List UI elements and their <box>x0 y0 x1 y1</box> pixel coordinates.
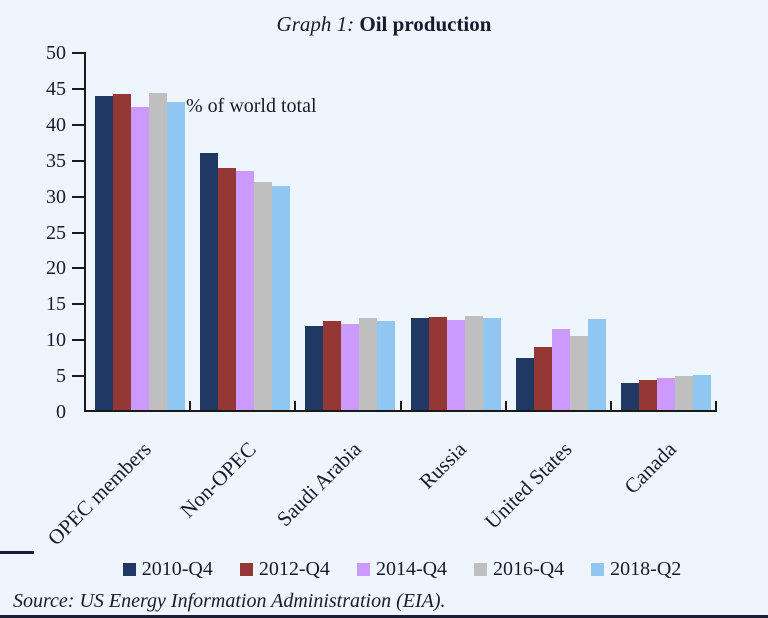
category-label-russia: Russia <box>414 437 472 494</box>
bar-russia-2010-q4 <box>410 318 429 410</box>
chart-title-main: Oil production <box>359 12 492 36</box>
y-tick-10 <box>72 339 84 342</box>
y-tick-40 <box>72 123 84 126</box>
bar-united-states-2014-q4 <box>551 328 570 410</box>
bar-russia-2016-q4 <box>464 315 483 410</box>
legend-label-2010-q4: 2010-Q4 <box>141 558 213 580</box>
bar-united-states-2010-q4 <box>515 358 534 410</box>
plot-area: % of world total <box>72 52 717 412</box>
y-tick-30 <box>72 195 84 198</box>
bar-saudi-arabia-2018-q2 <box>377 320 396 410</box>
y-tick-35 <box>72 159 84 162</box>
y-tick-label-40: 40 <box>46 113 66 136</box>
legend-swatch-2012-q4 <box>239 562 253 576</box>
legend-item-2018-q2: 2018-Q2 <box>591 557 681 581</box>
category-label-canada: Canada <box>619 437 682 499</box>
x-axis-separator-tick <box>294 401 297 410</box>
legend-label-2014-q4: 2014-Q4 <box>375 558 448 580</box>
x-axis-line <box>84 410 717 412</box>
bar-canada-2010-q4 <box>620 383 639 410</box>
bottom-rule <box>0 615 768 618</box>
y-axis-line <box>84 52 86 412</box>
y-tick-label-35: 35 <box>46 149 66 172</box>
y-tick-label-15: 15 <box>46 293 66 316</box>
bar-saudi-arabia-2010-q4 <box>305 326 324 410</box>
y-tick-45 <box>72 87 84 90</box>
bar-non-opec-2014-q4 <box>236 170 255 410</box>
bar-opec-members-2014-q4 <box>131 107 149 410</box>
legend-swatch-2010-q4 <box>122 562 136 576</box>
legend-item-2012-q4: 2012-Q4 <box>239 557 330 581</box>
y-tick-15 <box>72 303 84 306</box>
y-tick-label-20: 20 <box>46 257 66 280</box>
y-tick-label-50: 50 <box>46 42 66 64</box>
x-axis-separator-tick <box>504 401 507 410</box>
legend-swatch-2016-q4 <box>474 562 488 576</box>
x-axis-separator-tick <box>399 401 402 410</box>
category-label-united-states: United States <box>479 437 577 534</box>
y-tick-50 <box>72 52 84 54</box>
legend-label-2016-q4: 2016-Q4 <box>493 558 565 580</box>
source-note: Source: US Energy Information Administra… <box>13 590 446 612</box>
bar-russia-2018-q2 <box>482 318 501 410</box>
legend: 2010-Q4 2012-Q4 2014-Q4 2016-Q4 2018-Q2 <box>82 557 722 581</box>
bar-canada-2012-q4 <box>638 379 657 410</box>
bar-united-states-2016-q4 <box>569 336 588 410</box>
bar-opec-members-2018-q2 <box>167 101 185 410</box>
bar-non-opec-2018-q2 <box>272 185 291 410</box>
bar-opec-members-2012-q4 <box>113 94 131 410</box>
y-tick-20 <box>72 267 84 270</box>
chart-title-prefix: Graph 1: <box>276 12 355 36</box>
y-tick-label-10: 10 <box>46 329 66 352</box>
bar-canada-2018-q2 <box>692 374 711 410</box>
bar-russia-2014-q4 <box>446 319 465 410</box>
x-axis-separator-tick <box>715 401 717 410</box>
category-label-opec-members: OPEC members <box>42 437 156 551</box>
bar-united-states-2012-q4 <box>533 346 552 410</box>
y-tick-label-45: 45 <box>46 77 66 100</box>
legend-label-2012-q4: 2012-Q4 <box>258 558 330 580</box>
legend-item-2016-q4: 2016-Q4 <box>474 557 564 581</box>
category-label-saudi-arabia: Saudi Arabia <box>271 437 366 532</box>
bar-saudi-arabia-2014-q4 <box>341 323 360 410</box>
y-tick-25 <box>72 231 84 234</box>
y-tick-label-5: 5 <box>56 365 66 388</box>
bar-russia-2012-q4 <box>428 316 447 410</box>
left-edge-rule-segment <box>0 551 34 554</box>
legend-swatch-2018-q2 <box>591 562 605 576</box>
bar-saudi-arabia-2012-q4 <box>323 320 342 410</box>
bar-non-opec-2012-q4 <box>218 168 237 410</box>
bar-non-opec-2010-q4 <box>200 152 219 410</box>
legend-label-2018-q2: 2018-Q2 <box>610 558 682 580</box>
bar-opec-members-2010-q4 <box>95 95 113 410</box>
legend-item-2010-q4: 2010-Q4 <box>122 557 213 581</box>
y-tick-5 <box>72 375 84 378</box>
chart-title: Graph 1: Oil production <box>0 11 768 37</box>
bar-united-states-2018-q2 <box>587 318 606 410</box>
x-axis-separator-tick <box>189 401 192 410</box>
x-axis-separator-tick <box>609 401 612 410</box>
bar-canada-2016-q4 <box>674 376 693 410</box>
y-tick-label-25: 25 <box>46 221 66 244</box>
y-axis-unit-label: % of world total <box>186 95 317 117</box>
legend-swatch-2014-q4 <box>356 562 370 576</box>
category-label-non-opec: Non-OPEC <box>175 437 261 523</box>
bar-non-opec-2016-q4 <box>254 181 273 410</box>
bar-canada-2014-q4 <box>656 377 675 410</box>
y-tick-label-30: 30 <box>46 185 66 208</box>
y-tick-label-0: 0 <box>56 401 66 423</box>
bar-saudi-arabia-2016-q4 <box>359 318 378 410</box>
bar-opec-members-2016-q4 <box>149 92 167 410</box>
legend-item-2014-q4: 2014-Q4 <box>356 557 448 581</box>
